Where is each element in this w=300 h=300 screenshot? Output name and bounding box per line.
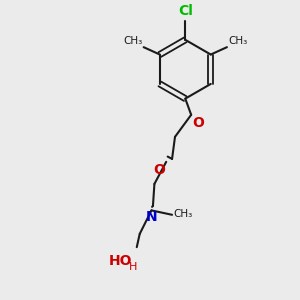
Text: CH₃: CH₃ <box>123 36 142 46</box>
Text: O: O <box>154 163 166 177</box>
Text: HO: HO <box>109 254 133 268</box>
Text: Cl: Cl <box>178 4 193 18</box>
Text: N: N <box>146 210 157 224</box>
Text: CH₃: CH₃ <box>228 36 248 46</box>
Text: H: H <box>129 262 137 272</box>
Text: CH₃: CH₃ <box>173 209 193 219</box>
Text: O: O <box>192 116 204 130</box>
